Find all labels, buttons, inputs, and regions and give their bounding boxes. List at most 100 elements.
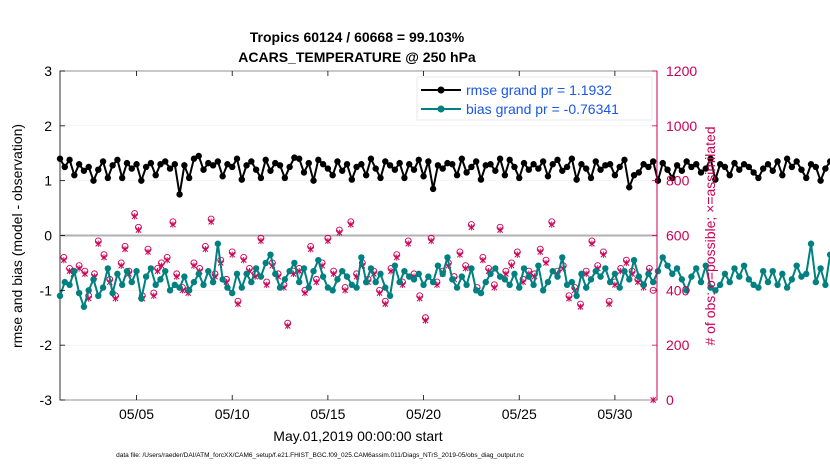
bias-point	[396, 278, 403, 286]
rmse-point	[123, 159, 131, 167]
obs-assimilated-marker	[150, 292, 157, 300]
bias-point	[358, 254, 365, 261]
rmse-point	[506, 156, 513, 164]
y-tick-label-left: 2	[44, 118, 52, 134]
obs-assimilated-marker	[190, 262, 197, 269]
bias-point	[764, 278, 772, 286]
obs-assimilated-marker	[600, 251, 607, 258]
bias-point	[415, 270, 422, 278]
rmse-point	[439, 165, 446, 172]
rmse-point	[764, 161, 772, 168]
rmse-point	[66, 156, 73, 164]
rmse-point	[539, 158, 547, 165]
rmse-point	[406, 161, 413, 168]
obs-assimilated-marker	[313, 278, 320, 286]
obs-assimilated-marker	[122, 246, 129, 253]
bias-point	[272, 270, 279, 278]
rmse-point	[305, 159, 312, 167]
bias-point	[391, 262, 399, 269]
rmse-point	[425, 158, 432, 165]
rmse-point	[501, 171, 509, 179]
rmse-point	[712, 176, 719, 183]
rmse-point	[583, 165, 590, 172]
bias-point	[626, 276, 633, 283]
bias-point	[697, 278, 705, 286]
rmse-point	[339, 167, 346, 174]
bias-point	[707, 284, 714, 291]
axes: -3 -2 -1 0 1 2 3 0 200 400 600 800 1000 1200 05/05 05/1…	[40, 63, 698, 422]
obs-assimilated-marker	[169, 221, 176, 228]
rmse-point	[138, 177, 145, 184]
bias-point	[343, 273, 351, 280]
rmse-point	[420, 173, 427, 180]
y-tick-label-left: 0	[44, 228, 52, 244]
obs-assimilated-marker	[479, 256, 486, 264]
rmse-point	[181, 162, 188, 169]
bias-point	[664, 262, 671, 269]
bias-point	[688, 273, 695, 280]
bias-point	[563, 281, 571, 289]
bias-point	[138, 295, 145, 302]
bias-point	[788, 276, 796, 283]
y-axis-label-right: # of obs: o=possible; ×=assimilated	[702, 126, 718, 345]
obs-assimilated-marker	[158, 262, 165, 269]
rmse-point	[224, 161, 231, 168]
rmse-point	[568, 155, 576, 162]
bias-point	[353, 284, 360, 291]
bias-point	[205, 267, 212, 275]
rmse-point	[71, 171, 78, 179]
rmse-point	[190, 155, 198, 162]
obs-assimilated-marker	[330, 270, 337, 278]
bias-point	[453, 284, 461, 291]
obs-markers	[60, 210, 657, 404]
rmse-point	[783, 155, 791, 162]
rmse-point	[693, 161, 700, 168]
rmse-point	[702, 165, 709, 172]
bias-point	[214, 240, 222, 247]
bias-point	[80, 303, 88, 310]
rmse-point	[176, 191, 183, 198]
rmse-point	[377, 174, 384, 182]
rmse-point	[272, 159, 279, 167]
rmse-point	[511, 163, 518, 171]
bias-point	[669, 270, 676, 278]
obs-assimilated-marker	[468, 224, 475, 231]
bias-point	[406, 273, 413, 280]
bias-point	[578, 270, 585, 278]
bias-point	[774, 281, 781, 289]
rmse-point	[195, 152, 202, 160]
bias-point	[559, 254, 566, 261]
bias-point	[573, 292, 580, 300]
y-tick-label-right: 400	[666, 282, 690, 298]
rmse-point	[118, 174, 126, 182]
bias-point	[104, 265, 112, 272]
rmse-point	[611, 171, 619, 179]
obs-assimilated-marker	[336, 229, 343, 236]
bias-point	[109, 289, 116, 297]
rmse-point	[673, 162, 681, 169]
bias-point	[740, 262, 748, 269]
series-lines	[56, 152, 830, 311]
x-tick-label: 05/05	[119, 406, 154, 422]
bias-point	[281, 276, 289, 283]
rmse-point	[200, 166, 207, 173]
rmse-point	[233, 155, 241, 162]
bias-point	[779, 270, 786, 278]
rmse-point	[95, 166, 102, 173]
bias-point	[654, 267, 662, 275]
rmse-point	[214, 158, 222, 165]
y-tick-label-right: 600	[666, 228, 690, 244]
bias-point	[372, 278, 379, 286]
obs-assimilated-marker	[81, 270, 88, 278]
bias-point	[61, 278, 68, 286]
bias-point	[434, 262, 442, 269]
rmse-point	[606, 161, 614, 168]
obs-assimilated-marker	[611, 281, 618, 289]
bias-point	[449, 276, 456, 283]
obs-assimilated-marker	[112, 295, 119, 302]
obs-assimilated-marker	[497, 226, 504, 234]
rmse-point	[348, 176, 356, 183]
y-tick-label-left: -1	[40, 282, 53, 298]
bias-point	[229, 289, 236, 297]
bias-point	[439, 270, 446, 278]
